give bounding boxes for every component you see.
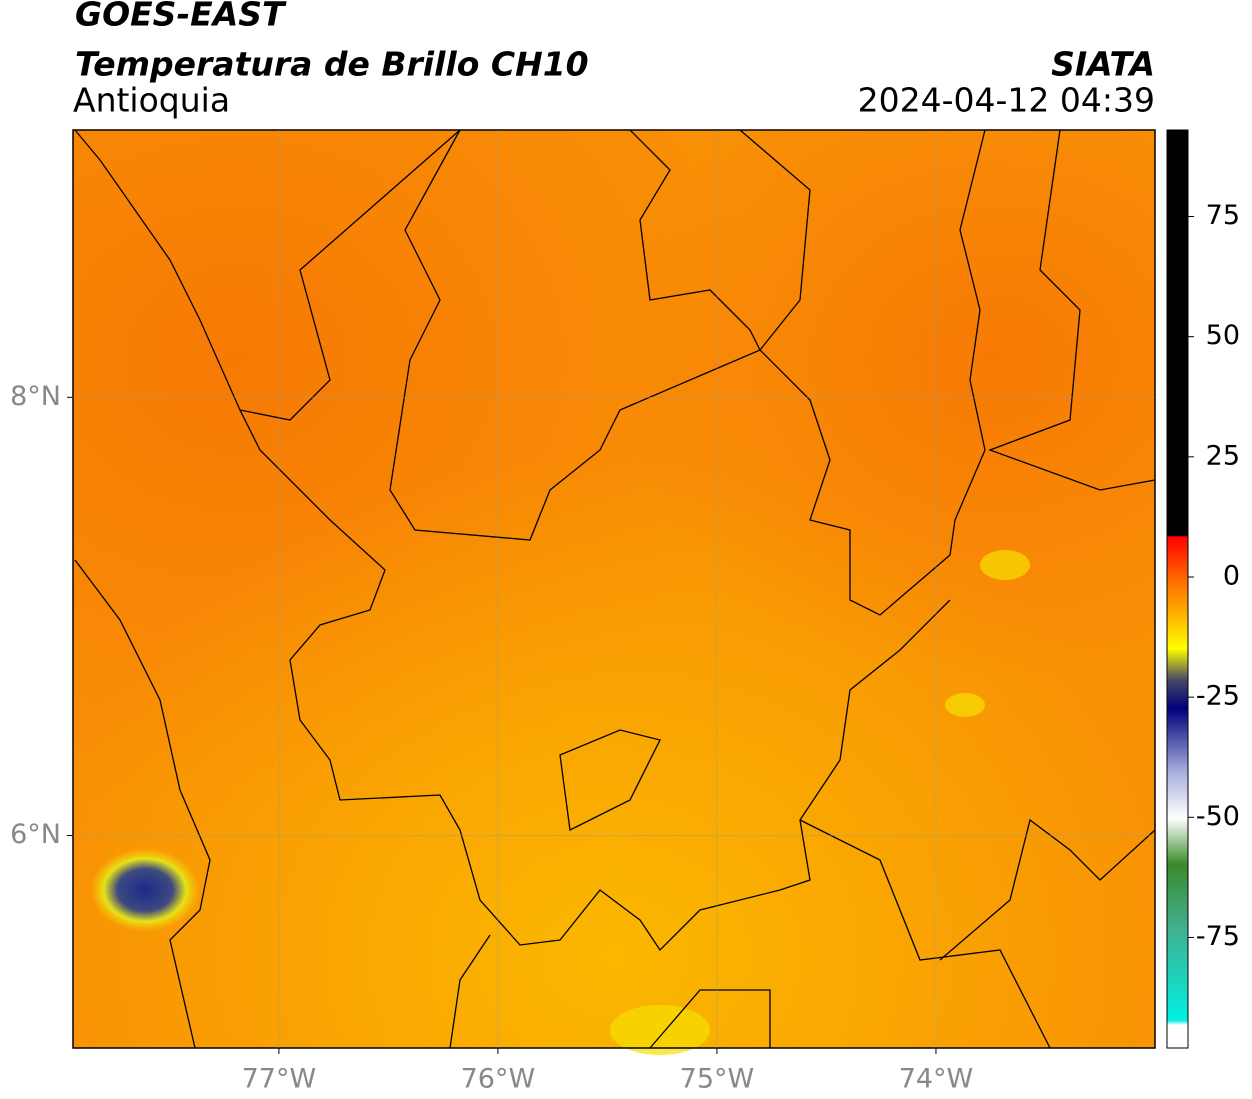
y-tick-label: 6°N [10, 819, 61, 850]
y-tick-label: 8°N [10, 381, 61, 412]
colorbar-tick-label: 50 [1206, 320, 1240, 351]
colorbar-tick-label: 75 [1206, 200, 1240, 231]
map-image [72, 129, 1156, 1055]
colorbar-tick-label: -25 [1196, 681, 1240, 712]
colorbar [1166, 129, 1189, 1049]
source: SIATA [1051, 45, 1155, 84]
x-tick-label: 74°W [899, 1064, 974, 1095]
region: Antioquia [73, 81, 230, 120]
datetime: 2024-04-12 04:39 [858, 81, 1155, 120]
x-tick-label: 75°W [680, 1064, 755, 1095]
x-tick-label: 77°W [242, 1064, 317, 1095]
subtitle: Temperatura de Brillo CH10 [75, 45, 589, 84]
title: GOES-EAST [75, 0, 287, 34]
x-tick-label: 76°W [461, 1064, 536, 1095]
colorbar-tick-label: 25 [1206, 440, 1240, 471]
colorbar-tick-label: 0 [1223, 560, 1240, 591]
colorbar-tick-label: -50 [1196, 801, 1240, 832]
colorbar-tick-label: -75 [1196, 921, 1240, 952]
